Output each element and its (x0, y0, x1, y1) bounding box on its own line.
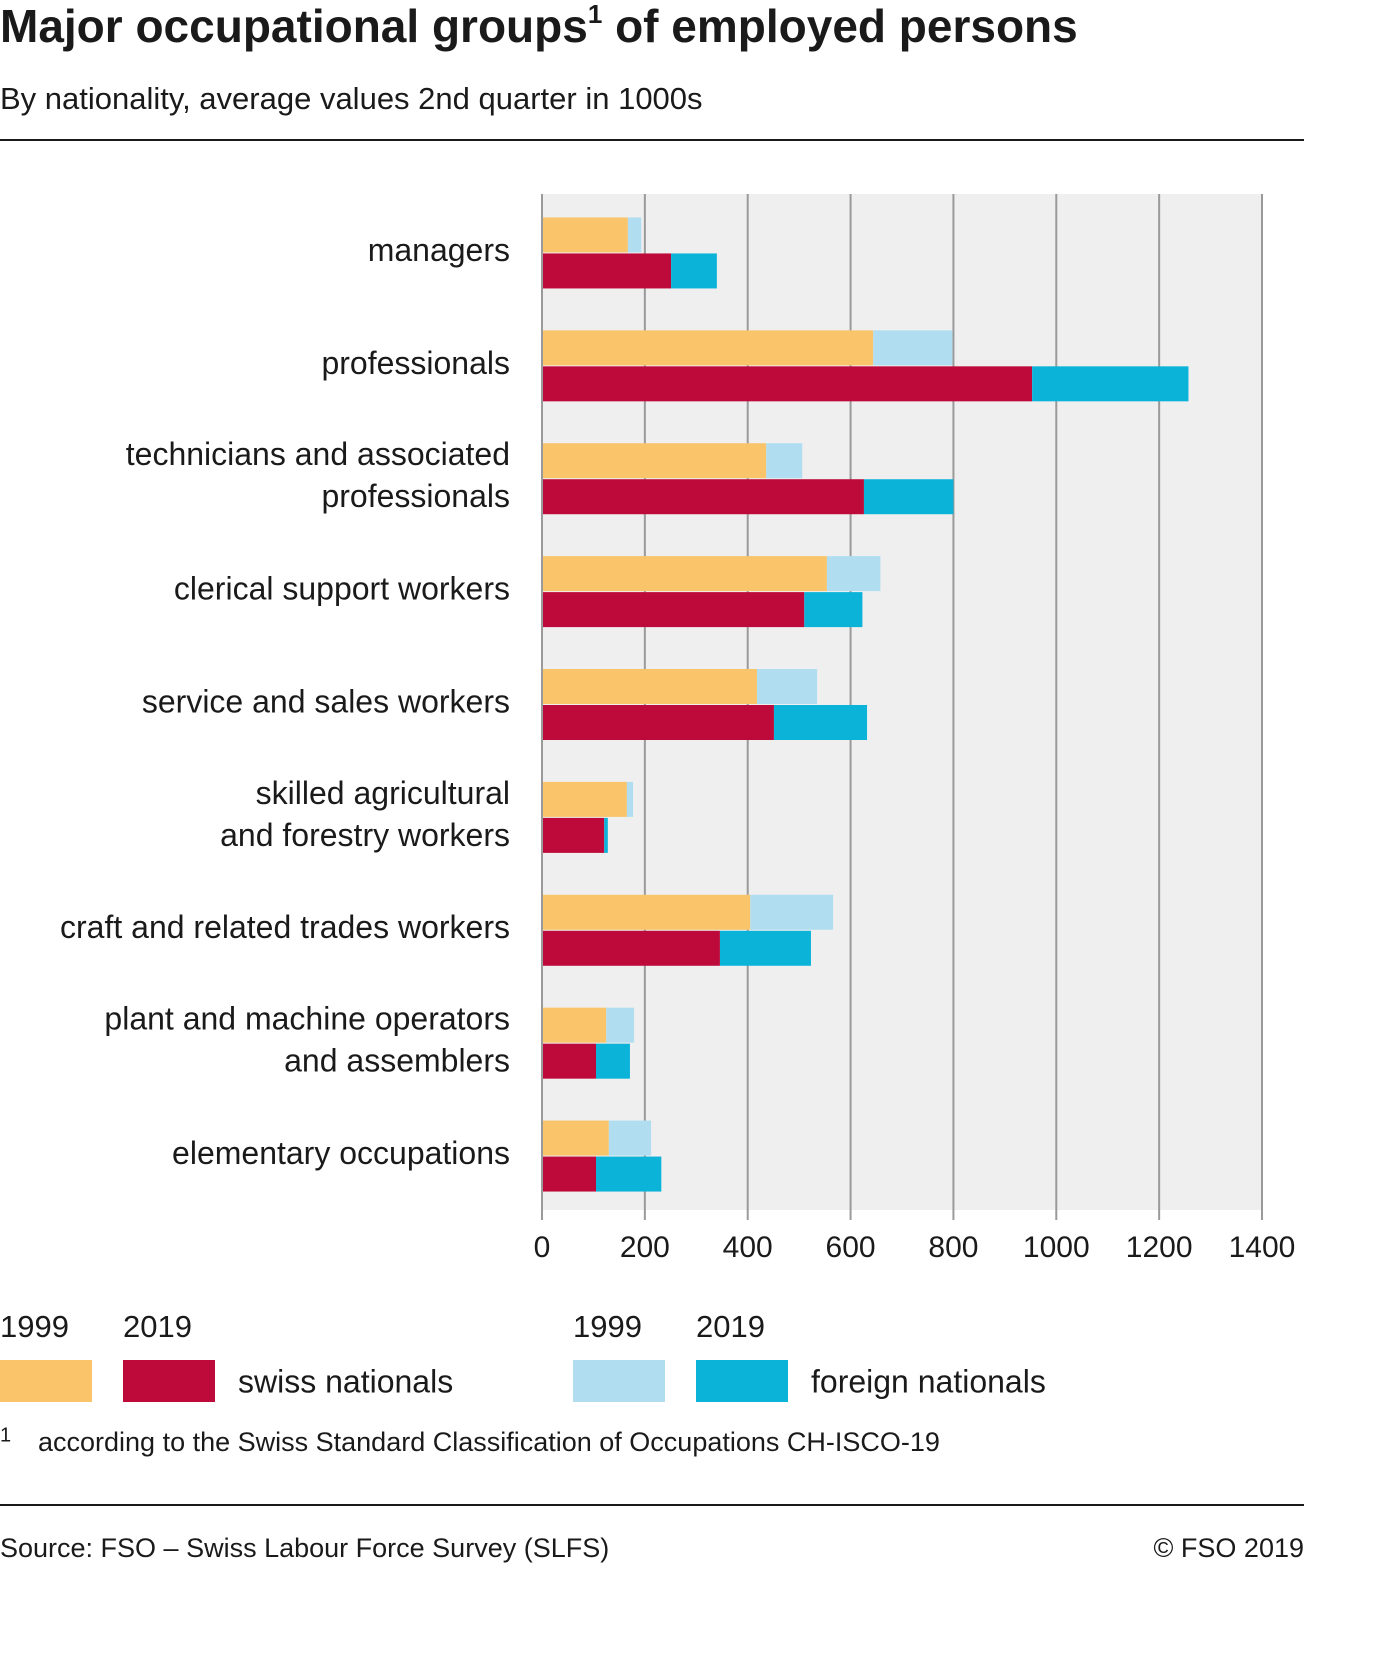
x-tick-label: 1400 (1229, 1231, 1296, 1264)
footnote-mark: 1 (0, 1424, 11, 1446)
legend-swatch (123, 1360, 215, 1402)
bar-segment (542, 1156, 596, 1192)
source: Source: FSO – Swiss Labour Force Survey … (0, 1533, 609, 1563)
legend-year: 2019 (123, 1309, 192, 1344)
bar-segment (542, 443, 767, 479)
bar-segment (1032, 366, 1189, 402)
bar-segment (542, 217, 628, 253)
category-label: craft and related trades workers (60, 909, 510, 945)
x-tick-label: 1200 (1126, 1231, 1193, 1264)
category-label: elementary occupations (172, 1135, 510, 1171)
category-label: clerical support workers (174, 571, 510, 607)
bar-segment (542, 669, 757, 704)
bar-segment (542, 817, 605, 853)
bar-segment (804, 592, 863, 628)
bar-segment (542, 930, 720, 966)
bar-segment (542, 479, 864, 515)
subtitle: By nationality, average values 2nd quart… (0, 81, 703, 116)
bar-segment (873, 330, 953, 366)
category-label: skilled agricultural and forestry workers (220, 775, 510, 853)
bar-segment (627, 217, 642, 253)
bar-segment (596, 1156, 662, 1192)
bar-segment (542, 556, 827, 592)
bar-segment (542, 894, 751, 930)
legend-swatch (573, 1360, 665, 1402)
bar-segment (608, 1120, 652, 1156)
legend-year: 2019 (696, 1309, 765, 1344)
x-tick-label: 400 (723, 1231, 773, 1264)
category-label: professionals (321, 345, 510, 381)
footnote: according to the Swiss Standard Classifi… (38, 1427, 940, 1457)
bar-segment (542, 705, 774, 740)
x-tick-label: 600 (826, 1231, 876, 1264)
bar-segment (542, 330, 874, 366)
bar-segment (542, 1120, 609, 1156)
copyright: © FSO 2019 (1154, 1533, 1304, 1563)
category-label: plant and machine operators and assembler… (104, 1001, 510, 1079)
x-tick-label: 200 (620, 1231, 670, 1264)
bar-segment (756, 669, 818, 704)
bar-segment (542, 592, 805, 628)
x-tick-label: 1000 (1023, 1231, 1090, 1264)
x-tick-label: 800 (928, 1231, 978, 1264)
title-note-mark: 1 (588, 0, 602, 29)
bar-segment (596, 1043, 630, 1079)
legend-label: swiss nationals (238, 1363, 453, 1399)
x-tick-label: 0 (534, 1231, 551, 1264)
bar-segment (542, 1007, 607, 1043)
title-text: Major occupational groups (0, 0, 588, 52)
bar-segment (719, 930, 811, 966)
bar-segment (826, 556, 881, 592)
legend-year: 1999 (0, 1309, 69, 1344)
bar-segment (542, 253, 672, 289)
bar-segment (542, 366, 1033, 402)
bar-segment (773, 705, 868, 740)
legend-swatch (696, 1360, 788, 1402)
title-text: of employed persons (602, 0, 1077, 52)
bar-segment (626, 781, 634, 817)
bar-segment (606, 1007, 635, 1043)
legend-swatch (0, 1360, 92, 1402)
chart-title: Major occupational groups1 of employed p… (0, 0, 1078, 52)
bar-segment (542, 781, 627, 817)
bar-segment (671, 253, 717, 289)
legend-year: 1999 (573, 1309, 642, 1344)
bar-segment (863, 479, 954, 515)
category-label: managers (368, 232, 510, 268)
category-label: service and sales workers (142, 683, 510, 719)
bar-segment (766, 443, 803, 479)
bar-segment (542, 1043, 596, 1079)
legend-label: foreign nationals (811, 1363, 1046, 1399)
category-label: technicians and associated professionals (126, 437, 510, 515)
bar-segment (604, 817, 608, 853)
bar-segment (750, 894, 834, 930)
